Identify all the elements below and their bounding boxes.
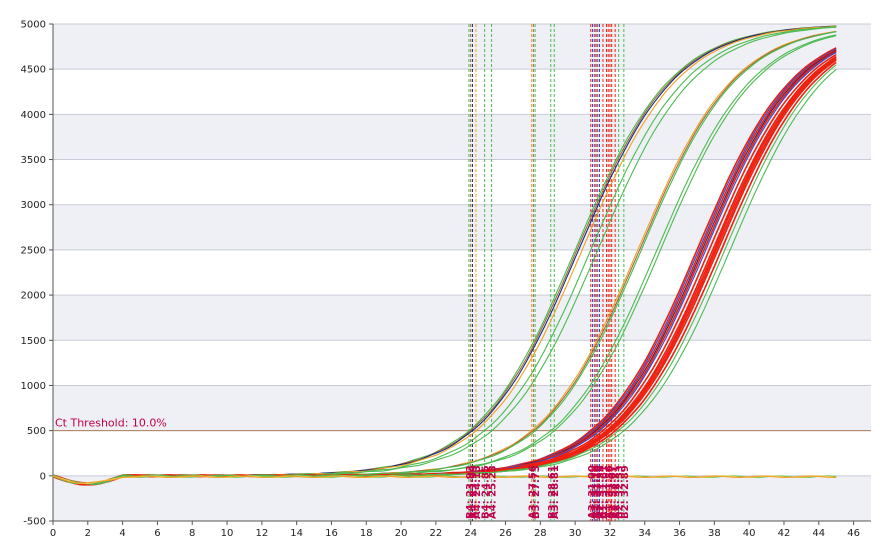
ct-label: A4: 23.99 bbox=[468, 465, 479, 519]
y-tick-label: 1500 bbox=[21, 336, 46, 347]
x-tick-label: 24 bbox=[464, 528, 477, 539]
x-tick-label: 0 bbox=[50, 528, 56, 539]
y-axis-ticks: -500 0 500 1000 1500 2000 2500 3000 3500 4000 4500… bbox=[21, 20, 53, 528]
x-tick-label: 26 bbox=[499, 528, 512, 539]
grid-band bbox=[53, 385, 871, 431]
ct-label: A2: 31.38 bbox=[595, 465, 606, 519]
ct-label: A1: 31.86 bbox=[604, 465, 615, 519]
x-tick-label: 38 bbox=[708, 528, 721, 539]
y-tick-label: 4000 bbox=[21, 110, 46, 121]
ct-label: A2: 31.16 bbox=[590, 465, 601, 519]
x-tick-label: 34 bbox=[638, 528, 651, 539]
ct-label: A2: 32.31 bbox=[611, 465, 622, 519]
grid-band bbox=[53, 475, 871, 521]
ct-label: B2: 32.53 bbox=[615, 465, 626, 519]
y-tick-label: -500 bbox=[23, 517, 46, 528]
ct-label: B2: 32.07 bbox=[608, 465, 619, 519]
x-tick-label: 10 bbox=[221, 528, 234, 539]
ct-label: B2: 32.89 bbox=[620, 465, 631, 519]
ct-lines bbox=[468, 24, 625, 521]
x-tick-label: 32 bbox=[604, 528, 617, 539]
amplification-curve[interactable] bbox=[52, 68, 837, 485]
x-tick-label: 16 bbox=[325, 528, 338, 539]
x-axis-ticks: 0 2 4 6 8 10 12 14 16 18 20 22 24 26 28 30 32 34 36 38 40 42 4… bbox=[50, 521, 860, 539]
x-tick-label: 20 bbox=[395, 528, 408, 539]
y-tick-label: 2000 bbox=[21, 291, 46, 302]
x-tick-label: 44 bbox=[812, 528, 825, 539]
x-tick-label: 18 bbox=[360, 528, 373, 539]
ct-label: B4: 23.93 bbox=[465, 465, 476, 519]
x-tick-label: 8 bbox=[189, 528, 195, 539]
y-tick-label: 3500 bbox=[21, 155, 46, 166]
ct-label: B4: 24.85 bbox=[481, 465, 492, 519]
ct-label: A1: 31.26 bbox=[592, 465, 603, 519]
threshold: Ct Threshold: 10.0% bbox=[53, 417, 871, 432]
x-tick-label: 28 bbox=[534, 528, 547, 539]
negative-curve[interactable] bbox=[52, 475, 837, 485]
threshold-label: Ct Threshold: 10.0% bbox=[55, 417, 167, 430]
ct-label: A3: 27.56 bbox=[528, 465, 539, 519]
x-tick-label: 2 bbox=[85, 528, 91, 539]
grid-band bbox=[53, 204, 871, 250]
y-tick-label: 5000 bbox=[21, 20, 46, 31]
axes bbox=[52, 24, 871, 522]
x-tick-label: 42 bbox=[778, 528, 791, 539]
grid-band bbox=[53, 24, 871, 70]
x-tick-label: 4 bbox=[119, 528, 125, 539]
y-tick-label: 500 bbox=[27, 426, 46, 437]
ct-label: A1: 31.61 bbox=[599, 465, 610, 519]
x-tick-label: 6 bbox=[154, 528, 160, 539]
y-tick-label: 3000 bbox=[21, 200, 46, 211]
y-tick-label: 0 bbox=[40, 471, 46, 482]
ct-label: A3: 31.00 bbox=[587, 465, 598, 519]
x-tick-label: 22 bbox=[430, 528, 443, 539]
x-tick-label: 12 bbox=[255, 528, 268, 539]
ct-label: A4: 25.23 bbox=[488, 465, 499, 519]
grid-band bbox=[53, 114, 871, 160]
ct-label: B3: 28.61 bbox=[547, 465, 558, 519]
ct-label: B3: 27.73 bbox=[531, 465, 542, 519]
y-tick-label: 1000 bbox=[21, 381, 46, 392]
x-tick-label: 30 bbox=[569, 528, 582, 539]
x-tick-label: 46 bbox=[847, 528, 860, 539]
negative-curve[interactable] bbox=[52, 475, 837, 484]
x-tick-label: 40 bbox=[743, 528, 756, 539]
y-tick-label: 2500 bbox=[21, 245, 46, 256]
amplification-curves bbox=[52, 25, 837, 486]
y-tick-label: 4500 bbox=[21, 65, 46, 76]
x-tick-label: 14 bbox=[290, 528, 303, 539]
grid-band bbox=[53, 295, 871, 341]
x-tick-label: 36 bbox=[673, 528, 686, 539]
ct-label: A4: 24.13 bbox=[472, 465, 483, 519]
ct-label: A3: 28.81 bbox=[550, 465, 561, 519]
